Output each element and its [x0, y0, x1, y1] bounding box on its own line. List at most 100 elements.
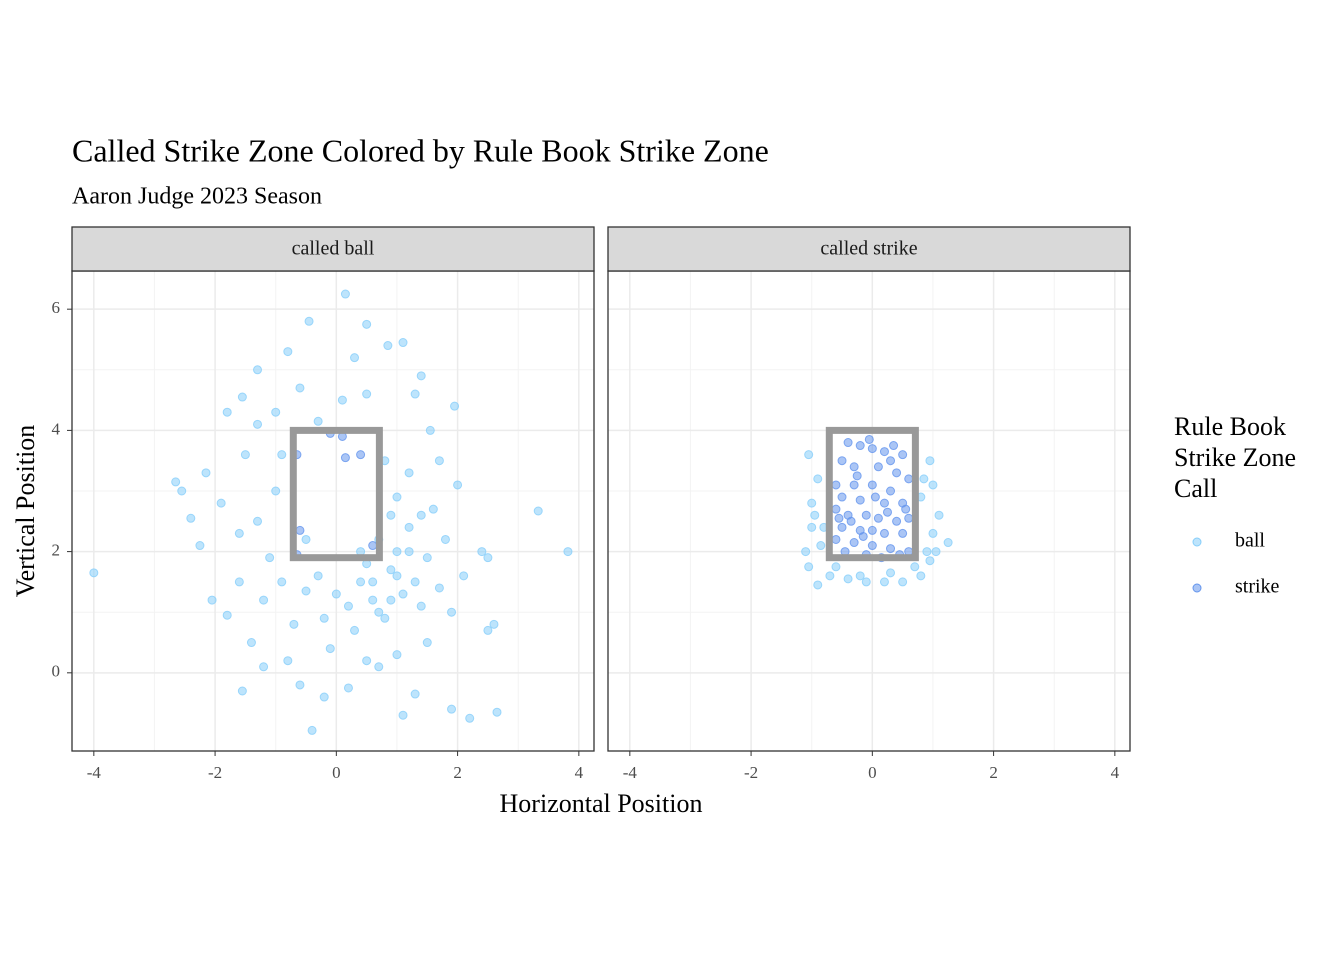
point: [886, 486, 896, 496]
point: [825, 571, 835, 581]
point: [177, 486, 187, 496]
point: [289, 619, 299, 629]
point: [934, 510, 944, 520]
chart-title: Called Strike Zone Colored by Rule Book …: [72, 132, 769, 168]
x-tick-label: 4: [1111, 763, 1120, 782]
point: [259, 662, 269, 672]
point: [383, 341, 393, 351]
point: [301, 534, 311, 544]
point: [319, 692, 329, 702]
point: [434, 456, 444, 466]
point: [533, 506, 543, 516]
point: [398, 338, 408, 348]
point: [386, 510, 396, 520]
point: [563, 547, 573, 557]
point: [943, 538, 953, 548]
point: [89, 568, 99, 578]
legend-swatch: [1192, 537, 1202, 547]
point: [434, 583, 444, 593]
point: [304, 316, 314, 326]
x-tick-label: 2: [453, 763, 462, 782]
point: [867, 525, 877, 535]
point: [201, 468, 211, 478]
point: [892, 468, 902, 478]
point: [892, 516, 902, 526]
point: [459, 571, 469, 581]
point: [350, 625, 360, 635]
point: [295, 525, 305, 535]
point: [447, 704, 457, 714]
point: [483, 625, 493, 635]
point: [216, 498, 226, 508]
facet-label: called ball: [292, 238, 375, 260]
point: [410, 577, 420, 587]
point: [849, 480, 859, 490]
point: [356, 450, 366, 460]
point: [852, 471, 862, 481]
facet-strip: [607, 226, 1131, 272]
point: [277, 450, 287, 460]
point: [858, 531, 868, 541]
point: [879, 498, 889, 508]
point: [837, 522, 847, 532]
point: [404, 547, 414, 557]
point: [422, 553, 432, 563]
point: [234, 528, 244, 538]
legend-title: Rule Book: [1174, 412, 1286, 441]
point: [489, 619, 499, 629]
point: [422, 638, 432, 648]
point: [368, 541, 378, 551]
point: [886, 456, 896, 466]
strike-zone: [289, 426, 383, 562]
point: [873, 513, 883, 523]
point: [425, 425, 435, 435]
point: [392, 571, 402, 581]
point: [919, 474, 929, 484]
point: [237, 392, 247, 402]
legend-swatch: [1192, 583, 1202, 593]
point: [483, 553, 493, 563]
point: [813, 580, 823, 590]
point: [867, 541, 877, 551]
point: [380, 613, 390, 623]
point: [195, 541, 205, 551]
point: [398, 710, 408, 720]
point: [392, 492, 402, 502]
point: [343, 601, 353, 611]
x-tick-label: 0: [868, 763, 877, 782]
point: [313, 416, 323, 426]
point: [837, 492, 847, 502]
point: [416, 371, 426, 381]
point: [440, 534, 450, 544]
point: [362, 389, 372, 399]
legend-label: ball: [1235, 530, 1265, 552]
point: [386, 595, 396, 605]
point: [864, 434, 874, 444]
point: [416, 601, 426, 611]
point: [843, 438, 853, 448]
point: [879, 577, 889, 587]
point: [804, 562, 814, 572]
point: [873, 462, 883, 472]
y-tick-label: 4: [52, 419, 61, 438]
chart-subtitle: Aaron Judge 2023 Season: [72, 184, 322, 210]
point: [392, 650, 402, 660]
point: [337, 395, 347, 405]
point: [450, 401, 460, 411]
point: [356, 577, 366, 587]
point: [410, 689, 420, 699]
point: [925, 456, 935, 466]
point: [867, 480, 877, 490]
point: [837, 456, 847, 466]
y-tick-label: 2: [52, 541, 61, 560]
facet-label: called strike: [820, 238, 917, 260]
point: [882, 507, 892, 517]
x-axis-title: Horizontal Position: [500, 789, 703, 818]
point: [886, 544, 896, 554]
point: [910, 562, 920, 572]
point: [368, 595, 378, 605]
point: [807, 498, 817, 508]
point: [313, 571, 323, 581]
x-tick-label: 4: [575, 763, 584, 782]
